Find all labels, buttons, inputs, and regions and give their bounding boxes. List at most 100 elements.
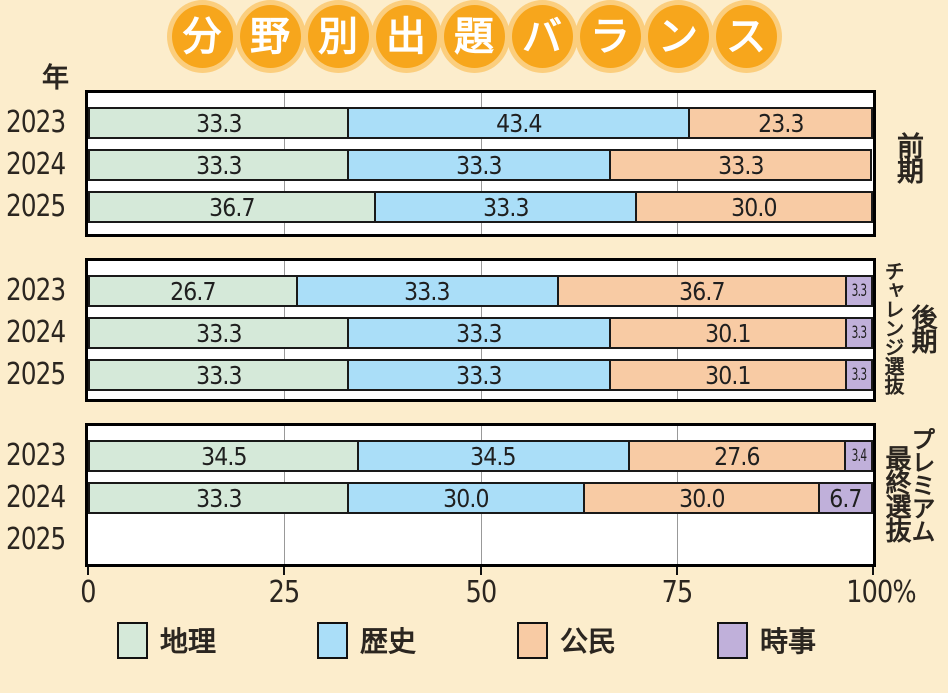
bar-segment-時事: 3.3 xyxy=(847,317,873,349)
bar-value-label: 33.3 xyxy=(195,150,242,180)
legend-label: 地理 xyxy=(160,625,217,658)
bar-value-label: 3.3 xyxy=(851,281,868,301)
year-labels-column: 2023 2024 2025 xyxy=(6,258,78,402)
bar-row-2025 xyxy=(88,524,873,556)
legend-label: 時事 xyxy=(760,625,817,658)
bar-value-label: 33.3 xyxy=(717,150,764,180)
title-char: ラ xyxy=(579,5,641,68)
bar-value-label: 33.3 xyxy=(483,192,529,222)
legend-swatch xyxy=(717,621,748,659)
chart-group-premium-final: 2023 2024 2025 34.5 34.5 27.6 3.4 33.3 30.0 30.0… xyxy=(0,423,948,567)
bar-row-2023: 34.5 34.5 27.6 3.4 xyxy=(88,440,873,472)
bar-value-label: 30.0 xyxy=(443,483,489,513)
legend-swatch xyxy=(517,621,548,659)
group-label-inner: 最終選抜 xyxy=(881,445,911,541)
year-label: 2024 xyxy=(6,480,66,515)
bar-segment-歴史: 30.0 xyxy=(349,482,585,514)
bar-value-label: 33.3 xyxy=(404,276,451,306)
group-label-outer: 前期 xyxy=(892,132,923,182)
bar-row-2025: 36.7 33.3 30.0 xyxy=(88,191,873,223)
title-char: 別 xyxy=(307,5,369,68)
bar-segment-地理: 33.3 xyxy=(88,107,350,139)
bar-row-2024: 33.3 30.0 30.0 6.7 xyxy=(88,482,873,514)
axis-tick-0 xyxy=(87,567,89,575)
bar-value-label: 33.3 xyxy=(195,483,242,513)
bar-segment-公民: 30.0 xyxy=(637,191,873,223)
group-label-outer: 後期 xyxy=(907,304,937,352)
bar-value-label: 3.3 xyxy=(851,365,868,385)
bar-segment-地理: 36.7 xyxy=(88,191,377,223)
year-axis-label: 年 xyxy=(42,63,69,94)
year-label: 2025 xyxy=(6,189,66,224)
bar-value-label: 33.3 xyxy=(456,150,502,180)
bar-segment-公民: 30.1 xyxy=(610,359,848,391)
bar-segment-公民: 36.7 xyxy=(558,275,848,307)
bar-segment-公民: 23.3 xyxy=(690,107,873,139)
bar-segment-公民: 30.0 xyxy=(584,482,821,514)
title-char: 出 xyxy=(375,5,437,68)
bar-row-2023: 26.7 33.3 36.7 3.3 xyxy=(88,275,873,307)
legend-item-地理: 地理 xyxy=(117,620,317,660)
x-axis: 0 25 50 75 100% xyxy=(80,567,917,610)
legend-swatch xyxy=(117,621,148,659)
chart-group-kouki-challenge: 2023 2024 2025 26.7 33.3 36.7 3.3 33.3 33.3 30.1… xyxy=(0,258,948,402)
axis-tick-label-100: 100% xyxy=(846,575,916,610)
bar-value-label: 23.3 xyxy=(757,108,804,138)
bar-value-label: 27.6 xyxy=(714,441,760,471)
bar-row-2024: 33.3 33.3 33.3 xyxy=(88,149,873,181)
title-char: ン xyxy=(647,5,709,68)
bar-value-label: 36.7 xyxy=(209,192,255,222)
bar-row-2024: 33.3 33.3 30.1 3.3 xyxy=(88,317,873,349)
chart-box: 33.3 43.4 23.3 33.3 33.3 33.3 36.7 33.3 30.0 xyxy=(85,90,876,237)
bar-value-label: 34.5 xyxy=(470,441,516,471)
legend: 地理 歴史 公民 時事 xyxy=(117,620,948,660)
bar-segment-歴史: 33.3 xyxy=(349,149,611,181)
chart-title: 分野別出題バランス xyxy=(0,5,948,68)
chart-box: 34.5 34.5 27.6 3.4 33.3 30.0 30.0 6.7 xyxy=(85,423,876,567)
group-label-inner: チャレンジ選抜 xyxy=(881,261,905,394)
bar-segment-時事: 6.7 xyxy=(820,482,873,514)
bar-value-label: 33.3 xyxy=(456,318,502,348)
title-char: バ xyxy=(511,5,573,68)
bar-value-label: 6.7 xyxy=(829,483,863,513)
title-char: 野 xyxy=(239,5,301,68)
title-char: 題 xyxy=(443,5,505,68)
bar-segment-時事: 3.3 xyxy=(847,359,873,391)
legend-label: 歴史 xyxy=(360,625,417,658)
bar-segment-歴史: 43.4 xyxy=(349,107,691,139)
bar-value-label: 30.1 xyxy=(705,360,751,390)
year-label: 2024 xyxy=(6,315,66,350)
bar-row-2025: 33.3 33.3 30.1 3.3 xyxy=(88,359,873,391)
axis-tick-label-0: 0 xyxy=(80,575,96,610)
bar-value-label: 26.7 xyxy=(170,276,216,306)
axis-tick-75 xyxy=(675,567,678,575)
axis-tick-25 xyxy=(283,567,286,575)
legend-item-公民: 公民 xyxy=(517,620,717,660)
bar-value-label: 36.7 xyxy=(679,276,725,306)
bar-segment-時事: 3.3 xyxy=(847,275,873,307)
year-label: 2023 xyxy=(6,273,66,308)
year-label: 2025 xyxy=(6,357,66,392)
title-char: ス xyxy=(715,5,777,68)
bar-segment-地理: 26.7 xyxy=(88,275,298,307)
chart-box: 26.7 33.3 36.7 3.3 33.3 33.3 30.1 3.3 33.3 33.3 30… xyxy=(85,258,876,402)
bar-segment-歴史: 33.3 xyxy=(349,359,611,391)
bar-row-2023: 33.3 43.4 23.3 xyxy=(88,107,873,139)
bar-value-label: 33.3 xyxy=(195,318,242,348)
legend-swatch xyxy=(317,621,348,659)
group-label-outer: プレミアム xyxy=(907,427,935,542)
axis-tick-100 xyxy=(872,567,874,575)
chart-group-zenki: 2023 2024 2025 33.3 43.4 23.3 33.3 33.3 33.3 36.… xyxy=(0,90,948,237)
bar-value-label: 3.4 xyxy=(851,446,867,466)
bar-segment-地理: 33.3 xyxy=(88,149,350,181)
title-char: 分 xyxy=(171,5,233,68)
bar-segment-地理: 33.3 xyxy=(88,317,350,349)
bar-segment-公民: 33.3 xyxy=(610,149,873,181)
legend-item-時事: 時事 xyxy=(717,620,917,660)
year-label: 2025 xyxy=(6,522,66,557)
bar-value-label: 33.3 xyxy=(195,360,242,390)
bar-segment-地理: 34.5 xyxy=(88,440,359,472)
bar-segment-歴史: 34.5 xyxy=(358,440,630,472)
bar-segment-公民: 30.1 xyxy=(610,317,848,349)
